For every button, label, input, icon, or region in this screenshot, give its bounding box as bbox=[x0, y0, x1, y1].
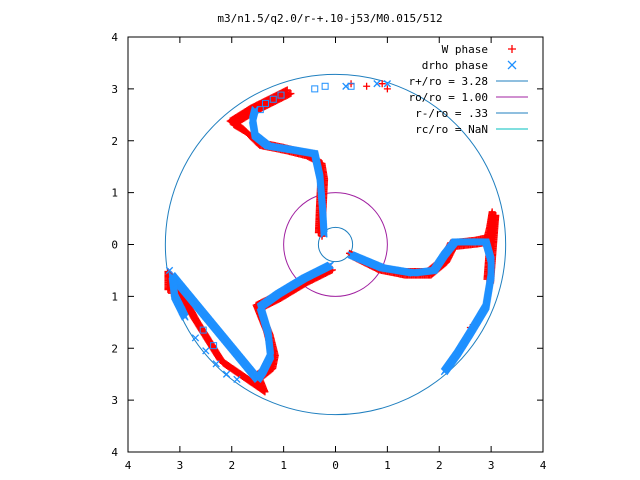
drho-phase-point bbox=[440, 367, 449, 376]
data-points bbox=[164, 80, 500, 396]
x-tick-label: 0 bbox=[332, 459, 339, 472]
legend-label: W phase bbox=[442, 43, 488, 56]
chart-title: m3/n1.5/q2.0/r-+.10-j53/M0.015/512 bbox=[217, 12, 442, 25]
drho-phase-point bbox=[202, 347, 210, 355]
y-tick-label: 4 bbox=[111, 446, 118, 459]
legend: W phase drho phase r+/ro = 3.28 ro/ro = 1.0… bbox=[409, 43, 528, 136]
circle-0 bbox=[164, 73, 507, 416]
x-tick-label: 4 bbox=[125, 459, 132, 472]
x-tick-label: 2 bbox=[436, 459, 443, 472]
y-tick-label: 2 bbox=[111, 135, 118, 148]
x-tick-label: 4 bbox=[540, 459, 547, 472]
drho-phase-point bbox=[212, 360, 220, 368]
x-tick-label: 1 bbox=[280, 459, 287, 472]
drho-phase-point bbox=[191, 334, 200, 342]
open-square-point bbox=[199, 326, 207, 334]
w-phase-point bbox=[383, 85, 391, 93]
w-phase-point bbox=[287, 90, 295, 98]
open-square-point bbox=[311, 85, 319, 93]
y-tick-label: 4 bbox=[111, 31, 118, 44]
w-phase-point bbox=[363, 82, 371, 90]
y-tick-label: 2 bbox=[111, 342, 118, 355]
open-square-point bbox=[347, 82, 355, 90]
legend-label: ro/ro = 1.00 bbox=[409, 91, 488, 104]
y-axis: 4 3 2 1 0 1 2 3 4 bbox=[111, 31, 543, 459]
w-phase-point bbox=[378, 80, 386, 88]
open-square-point bbox=[256, 106, 264, 114]
y-tick-label: 1 bbox=[111, 290, 118, 303]
open-square-point bbox=[321, 82, 329, 90]
reference-circles bbox=[164, 73, 507, 416]
drho-phase-point bbox=[373, 80, 381, 88]
x-tick-label: 3 bbox=[177, 459, 184, 472]
legend-label: rc/ro = NaN bbox=[415, 123, 488, 136]
open-square-point bbox=[277, 91, 285, 99]
legend-marker bbox=[507, 60, 517, 70]
open-square-point bbox=[269, 95, 277, 103]
open-square-point bbox=[210, 342, 218, 350]
x-tick-label: 2 bbox=[228, 459, 235, 472]
y-tick-label: 0 bbox=[111, 239, 118, 252]
circle-1 bbox=[283, 192, 388, 297]
legend-marker bbox=[508, 45, 516, 53]
x-tick-label: 1 bbox=[384, 459, 391, 472]
w-phase-point bbox=[283, 86, 291, 94]
drho-phase-point bbox=[178, 308, 187, 316]
drho-phase-point bbox=[233, 375, 241, 384]
y-tick-label: 3 bbox=[111, 83, 118, 96]
legend-label: r+/ro = 3.28 bbox=[409, 75, 488, 88]
drho-phase-point bbox=[165, 266, 174, 275]
drho-phase-point bbox=[222, 370, 231, 378]
legend-label: drho phase bbox=[422, 59, 488, 72]
circle-2 bbox=[317, 226, 354, 263]
drho-phase-point bbox=[383, 80, 392, 88]
x-axis: 4 3 2 1 0 1 2 3 4 bbox=[125, 37, 547, 472]
legend-label: r-/ro = .33 bbox=[415, 107, 488, 120]
drho-phase-point bbox=[181, 313, 189, 321]
x-tick-label: 3 bbox=[488, 459, 495, 472]
open-square-point bbox=[261, 99, 269, 107]
y-tick-label: 1 bbox=[111, 187, 118, 200]
y-tick-label: 3 bbox=[111, 394, 118, 407]
